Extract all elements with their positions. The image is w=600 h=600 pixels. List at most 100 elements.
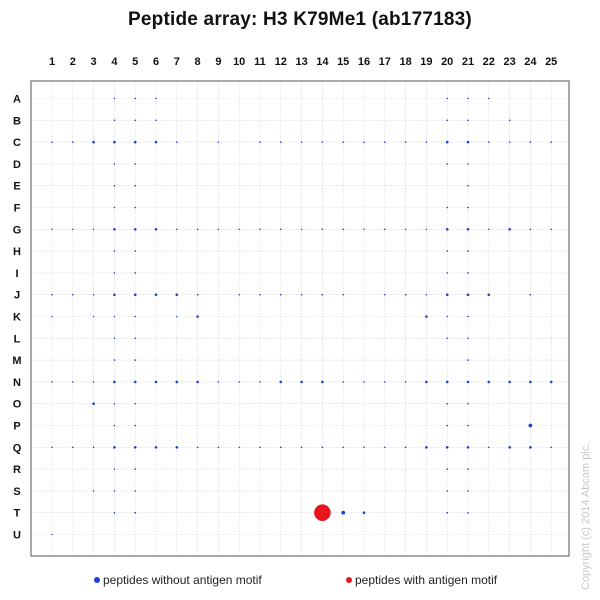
point-N7 bbox=[175, 380, 179, 384]
point-R21 bbox=[467, 468, 469, 470]
point-N12 bbox=[279, 380, 283, 384]
point-O4 bbox=[113, 402, 116, 405]
point-Q6 bbox=[154, 446, 158, 449]
point-G12 bbox=[280, 228, 282, 231]
column-tick-labels: 1 2 3 4 5 6 7 8 9 10 11 12 13 14 15 16 17 18 19 20 21 22 23 24 2… bbox=[49, 56, 557, 68]
point-N2 bbox=[72, 381, 74, 383]
point-T20 bbox=[446, 511, 449, 514]
chart-title: Peptide array: H3 K79Me1 (ab177183) bbox=[128, 9, 472, 30]
point-E21 bbox=[467, 184, 469, 187]
point-M4 bbox=[113, 359, 116, 361]
point-T5 bbox=[134, 511, 136, 514]
point-Q13 bbox=[300, 446, 303, 449]
point-C14 bbox=[321, 141, 324, 143]
column-tick-14: 14 bbox=[316, 56, 329, 68]
point-K4 bbox=[113, 315, 116, 318]
point-N9 bbox=[217, 381, 220, 383]
point-F4 bbox=[113, 206, 116, 209]
point-Q17 bbox=[384, 446, 386, 449]
column-tick-8: 8 bbox=[195, 56, 201, 68]
point-I21 bbox=[467, 272, 469, 274]
point-R4 bbox=[113, 468, 116, 470]
point-J17 bbox=[384, 293, 386, 296]
point-N13 bbox=[300, 380, 303, 384]
point-J22 bbox=[487, 293, 491, 297]
point-S21 bbox=[467, 490, 469, 492]
point-K1 bbox=[51, 315, 53, 318]
point-E4 bbox=[113, 184, 116, 187]
row-tick-F: F bbox=[14, 203, 21, 215]
point-Q16 bbox=[363, 446, 365, 449]
point-Q5 bbox=[133, 446, 137, 449]
point-N17 bbox=[384, 381, 386, 383]
point-B21 bbox=[467, 119, 469, 122]
point-T21 bbox=[467, 511, 469, 514]
column-tick-4: 4 bbox=[111, 56, 118, 68]
column-tick-11: 11 bbox=[254, 56, 266, 68]
data-points bbox=[51, 97, 553, 536]
point-Q11 bbox=[259, 446, 261, 449]
point-C20 bbox=[445, 140, 449, 144]
point-I5 bbox=[134, 272, 136, 274]
point-N25 bbox=[549, 380, 553, 384]
point-O5 bbox=[134, 402, 136, 405]
copyright-watermark: Copyright (c) 2014 Abcam plc. bbox=[580, 443, 592, 590]
point-A21 bbox=[467, 97, 469, 100]
column-tick-21: 21 bbox=[462, 56, 474, 68]
point-Q7 bbox=[175, 446, 179, 449]
point-C6 bbox=[154, 140, 158, 144]
row-tick-U: U bbox=[13, 530, 21, 542]
column-tick-17: 17 bbox=[379, 56, 391, 68]
point-L21 bbox=[467, 337, 469, 340]
point-Q8 bbox=[196, 446, 199, 449]
point-N4 bbox=[113, 380, 116, 384]
point-A4 bbox=[113, 97, 116, 100]
grid-layer bbox=[31, 81, 569, 556]
row-tick-S: S bbox=[13, 486, 20, 498]
column-tick-19: 19 bbox=[420, 56, 432, 68]
point-G24 bbox=[529, 228, 532, 231]
point-J6 bbox=[154, 293, 158, 297]
legend: peptides without antigen motif peptides w… bbox=[94, 573, 498, 587]
point-N15 bbox=[342, 381, 345, 383]
point-C22 bbox=[488, 141, 490, 143]
point-J2 bbox=[72, 293, 74, 296]
point-L4 bbox=[113, 337, 116, 340]
point-P24 bbox=[528, 423, 533, 428]
point-P21 bbox=[467, 424, 469, 427]
row-tick-T: T bbox=[14, 508, 21, 520]
point-K7 bbox=[176, 315, 178, 318]
column-tick-6: 6 bbox=[153, 56, 159, 68]
point-Q14 bbox=[321, 446, 324, 449]
point-Q24 bbox=[529, 446, 532, 449]
point-C18 bbox=[404, 141, 407, 143]
point-C25 bbox=[550, 141, 552, 143]
antigen-point-T14 bbox=[314, 504, 331, 521]
point-T16 bbox=[362, 511, 366, 514]
row-tick-J: J bbox=[14, 290, 20, 302]
point-J18 bbox=[404, 293, 407, 296]
point-J1 bbox=[51, 293, 53, 296]
point-G8 bbox=[196, 228, 199, 231]
point-J24 bbox=[529, 293, 532, 296]
column-tick-13: 13 bbox=[295, 56, 307, 68]
point-B5 bbox=[134, 119, 136, 122]
row-tick-C: C bbox=[13, 137, 21, 149]
point-G6 bbox=[154, 228, 158, 231]
point-C19 bbox=[425, 141, 428, 143]
point-F21 bbox=[467, 206, 469, 209]
point-Q4 bbox=[113, 446, 116, 449]
point-G13 bbox=[300, 228, 303, 231]
column-tick-7: 7 bbox=[174, 56, 180, 68]
row-tick-L: L bbox=[14, 333, 21, 345]
plot-frame bbox=[30, 80, 570, 557]
point-S3 bbox=[92, 490, 95, 492]
point-C3 bbox=[92, 140, 95, 144]
point-G9 bbox=[217, 228, 220, 231]
legend-label-2: peptides with antigen motif bbox=[355, 573, 498, 587]
point-G17 bbox=[384, 228, 386, 231]
point-U1 bbox=[51, 533, 53, 536]
point-B23 bbox=[508, 119, 511, 122]
point-S5 bbox=[134, 490, 136, 492]
